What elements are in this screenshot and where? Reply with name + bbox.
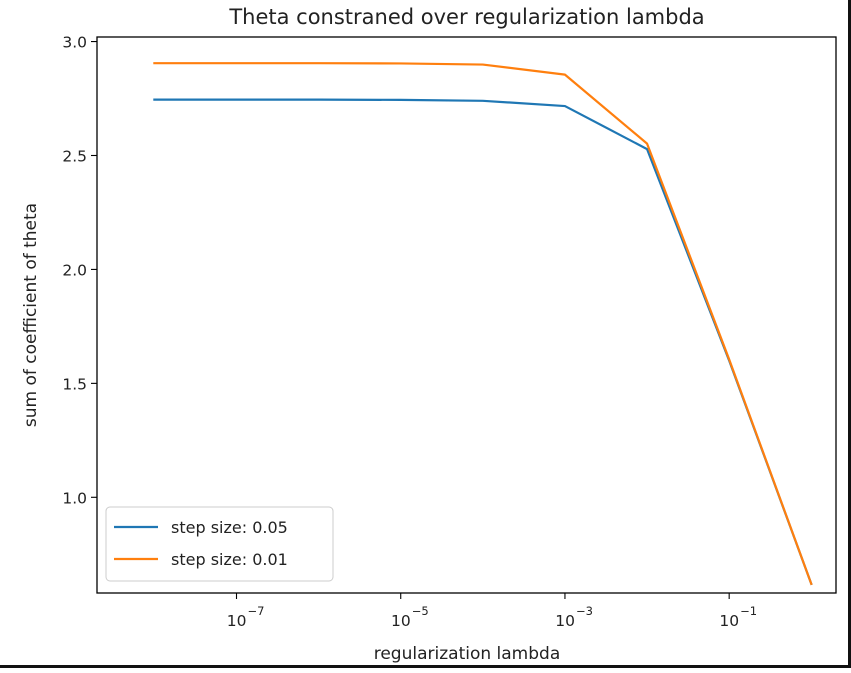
x-axis-label: regularization lambda <box>374 644 561 664</box>
x-tick-label-0: 10 <box>227 612 247 630</box>
legend-label-1: step size: 0.01 <box>171 550 288 569</box>
y-tick-label-0: 1.0 <box>62 489 87 507</box>
legend-box <box>105 506 334 582</box>
y-tick-label-2: 2.0 <box>62 261 87 279</box>
y-tick-label-1: 1.5 <box>62 375 87 393</box>
ticks-layer: 10−710−510−310−11.01.52.02.53.0 <box>62 34 757 630</box>
window-edge-bottom <box>0 665 851 668</box>
plot-area <box>96 36 837 594</box>
x-tick-exponent-3: −1 <box>740 604 757 618</box>
x-tick-exponent-0: −7 <box>248 604 265 618</box>
chart-title: Theta constraned over regularization lam… <box>228 5 704 29</box>
legend: step size: 0.05 step size: 0.01 <box>105 506 334 582</box>
series-layer <box>153 62 813 586</box>
y-tick-label-3: 2.5 <box>62 147 87 165</box>
series-line-1 <box>153 62 813 586</box>
x-tick-label-1: 10 <box>391 612 411 630</box>
x-tick-exponent-2: −3 <box>576 604 593 618</box>
x-tick-label-3: 10 <box>719 612 739 630</box>
y-tick-label-4: 3.0 <box>62 34 87 52</box>
x-tick-exponent-1: −5 <box>412 604 429 618</box>
y-axis-label: sum of coefficient of theta <box>21 203 41 427</box>
window-edge-right <box>848 0 851 668</box>
x-tick-label-2: 10 <box>555 612 575 630</box>
legend-label-0: step size: 0.05 <box>171 518 288 537</box>
